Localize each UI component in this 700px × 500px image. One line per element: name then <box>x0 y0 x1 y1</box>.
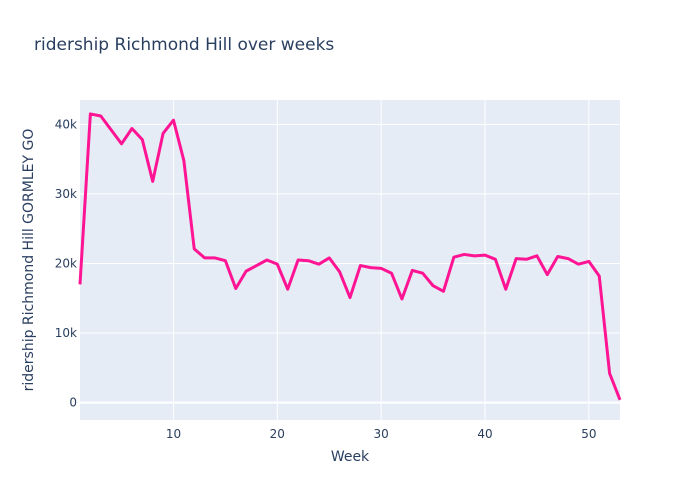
x-gridlines <box>172 100 590 420</box>
chart-title: ridership Richmond Hill over weeks <box>34 35 334 55</box>
x-tick-label: 20 <box>270 427 285 441</box>
y-tick-label: 30k <box>55 187 77 201</box>
y-tick-label: 10k <box>55 326 77 340</box>
x-tick-label: 50 <box>581 427 596 441</box>
y-tick-label: 40k <box>55 117 77 131</box>
y-tick-label: 20k <box>55 256 77 270</box>
plot-area <box>80 100 620 420</box>
y-tick-labels: 0 10k 20k 30k 40k <box>55 117 77 409</box>
y-axis-title: ridership Richmond Hill GORMLEY GO <box>21 129 37 392</box>
x-tick-label: 40 <box>477 427 492 441</box>
x-axis-title: Week <box>331 449 370 465</box>
y-tick-label: 0 <box>69 396 77 410</box>
x-tick-label: 10 <box>166 427 181 441</box>
y-gridlines <box>80 123 620 404</box>
x-tick-label: 30 <box>374 427 389 441</box>
x-tick-labels: 10 20 30 40 50 <box>166 427 597 441</box>
series-line-ridership <box>78 112 622 401</box>
